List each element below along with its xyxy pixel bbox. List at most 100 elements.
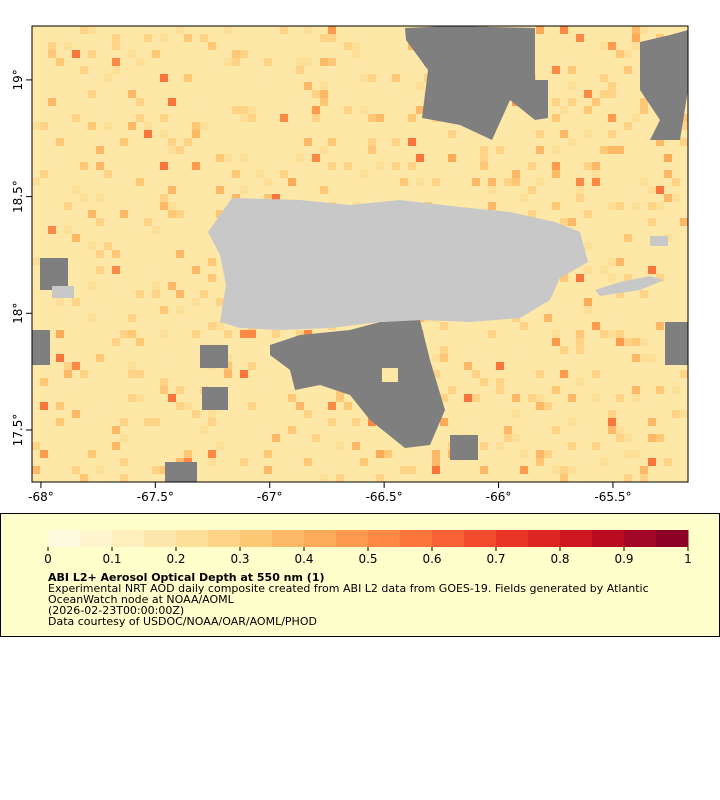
aod-pixel [568, 98, 576, 106]
aod-pixel [200, 122, 208, 130]
aod-pixel [32, 258, 40, 266]
aod-pixel [368, 146, 376, 154]
aod-pixel [136, 290, 144, 298]
colorbar-bin [656, 530, 689, 547]
aod-pixel [552, 338, 560, 346]
aod-pixel [80, 298, 88, 306]
aod-pixel [352, 50, 360, 58]
aod-pixel [640, 466, 648, 474]
aod-pixel [80, 210, 88, 218]
aod-pixel [224, 370, 232, 378]
aod-pixel [616, 50, 624, 58]
aod-pixel [200, 426, 208, 434]
cloud [640, 30, 688, 140]
cloud [665, 322, 688, 365]
aod-pixel [72, 362, 80, 370]
aod-pixel [96, 402, 104, 410]
aod-pixel [536, 418, 544, 426]
aod-pixel [144, 218, 152, 226]
aod-pixel [288, 114, 296, 122]
aod-pixel [568, 394, 576, 402]
aod-pixel [120, 170, 128, 178]
aod-pixel [488, 354, 496, 362]
aod-pixel [624, 194, 632, 202]
colorbar-bin [432, 530, 465, 547]
aod-pixel [616, 434, 624, 442]
aod-pixel [344, 106, 352, 114]
aod-pixel [296, 58, 304, 66]
colorbar-bin [400, 530, 433, 547]
aod-pixel [672, 386, 680, 394]
aod-pixel [288, 426, 296, 434]
aod-pixel [240, 330, 248, 338]
aod-pixel [136, 218, 144, 226]
aod-pixel [664, 458, 672, 466]
aod-pixel [88, 282, 96, 290]
aod-pixel [288, 178, 296, 186]
aod-pixel [104, 242, 112, 250]
aod-pixel [312, 154, 320, 162]
aod-pixel [560, 474, 568, 482]
aod-pixel [280, 170, 288, 178]
aod-pixel [624, 50, 632, 58]
aod-pixel [544, 450, 552, 458]
aod-pixel [608, 114, 616, 122]
aod-pixel [400, 178, 408, 186]
aod-pixel [584, 306, 592, 314]
aod-pixel [288, 394, 296, 402]
aod-pixel [464, 362, 472, 370]
aod-pixel [520, 466, 528, 474]
aod-pixel [104, 130, 112, 138]
aod-pixel [216, 186, 224, 194]
aod-pixel [72, 234, 80, 242]
aod-pixel [176, 250, 184, 258]
aod-pixel [192, 130, 200, 138]
aod-pixel [120, 74, 128, 82]
aod-pixel [336, 418, 344, 426]
aod-pixel [512, 410, 520, 418]
aod-pixel [496, 146, 504, 154]
aod-pixel [672, 178, 680, 186]
aod-pixel [112, 58, 120, 66]
x-tick-label: -66° [486, 490, 512, 504]
aod-pixel [136, 202, 144, 210]
aod-pixel [368, 418, 376, 426]
aod-pixel [416, 106, 424, 114]
aod-pixel [272, 194, 280, 202]
aod-pixel [592, 162, 600, 170]
x-tick-label: -67.5° [137, 490, 174, 504]
aod-pixel [216, 322, 224, 330]
aod-pixel [256, 170, 264, 178]
aod-pixel [80, 26, 88, 34]
aod-pixel [272, 162, 280, 170]
aod-pixel [680, 274, 688, 282]
aod-pixel [376, 474, 384, 482]
aod-pixel [80, 194, 88, 202]
x-tick-label: -68° [28, 490, 54, 504]
aod-pixel [584, 426, 592, 434]
aod-pixel [152, 26, 160, 34]
aod-pixel [528, 162, 536, 170]
aod-pixel [312, 434, 320, 442]
aod-pixel [608, 42, 616, 50]
aod-pixel [200, 378, 208, 386]
aod-pixel [112, 42, 120, 50]
aod-pixel [264, 58, 272, 66]
aod-pixel [624, 234, 632, 242]
aod-pixel [136, 178, 144, 186]
aod-pixel [600, 42, 608, 50]
aod-pixel [664, 194, 672, 202]
colorbar-tick-label: 0.5 [358, 552, 377, 566]
aod-pixel [328, 138, 336, 146]
colorbar-tick-label: 0.1 [102, 552, 121, 566]
aod-pixel [520, 322, 528, 330]
aod-pixel [128, 362, 136, 370]
colorbar-tick-label: 0.6 [422, 552, 441, 566]
aod-pixel [64, 202, 72, 210]
aod-pixel [608, 258, 616, 266]
y-tick-label: 17.5° [11, 414, 25, 447]
aod-pixel [568, 306, 576, 314]
aod-pixel [456, 162, 464, 170]
aod-pixel [448, 154, 456, 162]
